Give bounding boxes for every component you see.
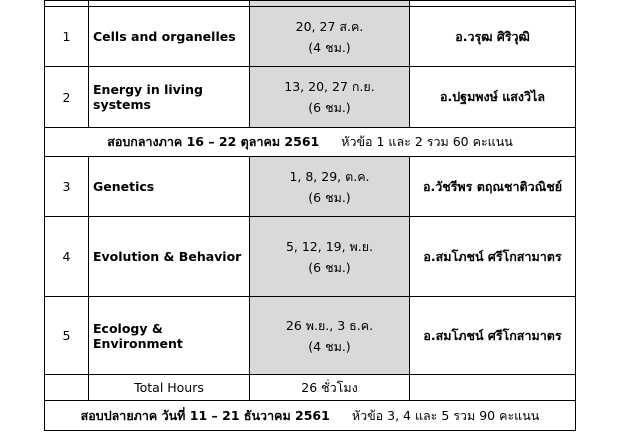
total-hours-value: 26 ชั่วโมง [249, 374, 410, 401]
topic-number: 3 [44, 156, 89, 217]
final-exam-detail: หัวข้อ 3, 4 และ 5 รวม 90 คะแนน [351, 407, 540, 423]
table-row: 1 Cells and organelles 20, 27 ส.ค. (4 ชม… [44, 6, 576, 67]
topic-title: Energy in living systems [88, 66, 250, 128]
schedule-hours: (6 ชม.) [308, 100, 351, 115]
schedule-dates: 20, 27 ส.ค. [295, 18, 364, 34]
schedule-dates: 1, 8, 29, ต.ค. [289, 168, 370, 184]
schedule-cell: 5, 12, 19, พ.ย. (6 ชม.) [249, 216, 410, 297]
schedule-dates: 26 พ.ย., 3 ธ.ค. [285, 317, 374, 333]
schedule-dates: 5, 12, 19, พ.ย. [285, 238, 374, 254]
schedule-hours: (6 ชม.) [308, 259, 351, 275]
schedule-hours: (6 ชม.) [308, 189, 351, 205]
topic-title: Evolution & Behavior [88, 216, 250, 297]
instructor-name: อ.วัชรีพร ตฤณชาติวณิชย์ [409, 156, 576, 217]
course-schedule-table: 1 Cells and organelles 20, 27 ส.ค. (4 ชม… [44, 0, 576, 431]
final-exam-cell: สอบปลายภาค วันที่ 11 – 21 ธันวาคม 2561 หั… [44, 400, 576, 431]
schedule-cell: 20, 27 ส.ค. (4 ชม.) [249, 6, 410, 67]
table-row: 3 Genetics 1, 8, 29, ต.ค. (6 ชม.) อ.วัชร… [44, 156, 576, 217]
topic-title: Genetics [88, 156, 250, 217]
instructor-name: อ.วรุฒ ศิริวุฒิ [409, 6, 576, 67]
midterm-exam-cell: สอบกลางภาค 16 – 22 ตุลาคม 2561 หัวข้อ 1 แ… [44, 127, 576, 157]
topic-title: Cells and organelles [88, 6, 250, 67]
table-row: 4 Evolution & Behavior 5, 12, 19, พ.ย. (… [44, 216, 576, 297]
midterm-exam-label: สอบกลางภาค 16 – 22 ตุลาคม 2561 [107, 134, 320, 149]
schedule-hours: (4 ชม.) [308, 39, 351, 55]
midterm-exam-row: สอบกลางภาค 16 – 22 ตุลาคม 2561 หัวข้อ 1 แ… [44, 127, 576, 157]
total-hours-label: Total Hours [88, 374, 250, 401]
topic-title: Ecology & Environment [88, 296, 250, 375]
schedule-cell: 13, 20, 27 ก.ย. (6 ชม.) [249, 66, 410, 128]
final-exam-row: สอบปลายภาค วันที่ 11 – 21 ธันวาคม 2561 หั… [44, 400, 576, 431]
table-row: 5 Ecology & Environment 26 พ.ย., 3 ธ.ค. … [44, 296, 576, 375]
schedule-hours: (4 ชม.) [308, 338, 351, 354]
topic-number: 5 [44, 296, 89, 375]
schedule-cell: 1, 8, 29, ต.ค. (6 ชม.) [249, 156, 410, 217]
topic-number: 2 [44, 66, 89, 128]
topic-number: 1 [44, 6, 89, 67]
schedule-dates: 13, 20, 27 ก.ย. [284, 79, 375, 94]
instructor-name: อ.สมโภชน์ ศรีโกสามาตร [409, 296, 576, 375]
final-exam-label: สอบปลายภาค วันที่ 11 – 21 ธันวาคม 2561 [80, 407, 330, 423]
instructor-name: อ.ปฐมพงษ์ แสงวิไล [409, 66, 576, 128]
midterm-exam-detail: หัวข้อ 1 และ 2 รวม 60 คะแนน [341, 134, 513, 149]
instructor-name: อ.สมโภชน์ ศรีโกสามาตร [409, 216, 576, 297]
table-row: 2 Energy in living systems 13, 20, 27 ก.… [44, 66, 576, 128]
total-hours-row: Total Hours 26 ชั่วโมง [44, 374, 576, 401]
schedule-cell: 26 พ.ย., 3 ธ.ค. (4 ชม.) [249, 296, 410, 375]
topic-number: 4 [44, 216, 89, 297]
